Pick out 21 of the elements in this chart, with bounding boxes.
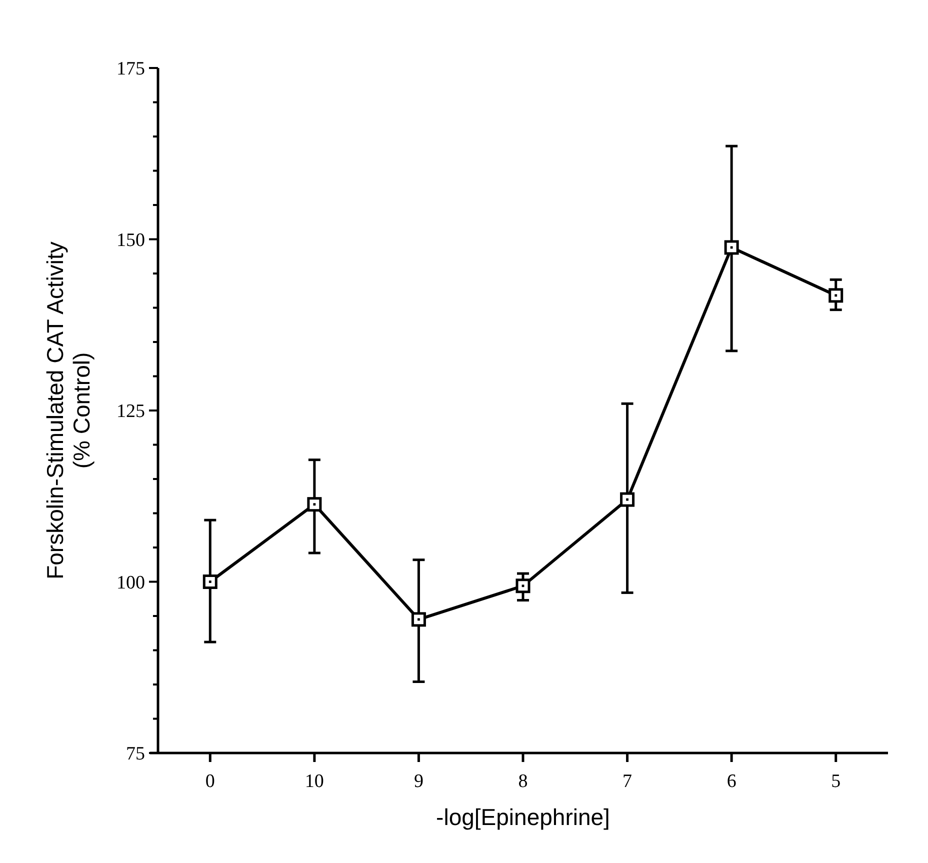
point — [202, 574, 218, 589]
point — [307, 497, 322, 512]
y-tick-label: 100 — [116, 572, 145, 594]
x-tick-label: 10 — [304, 771, 324, 792]
x-tick-label: 9 — [414, 771, 424, 792]
x-tick-label: 0 — [205, 771, 215, 792]
y-tick-label: 75 — [126, 744, 145, 765]
x-tick-label: 5 — [831, 771, 841, 792]
x-tick-label: 8 — [518, 771, 528, 792]
y-tick-label: 125 — [116, 401, 145, 422]
point — [411, 612, 426, 627]
point — [828, 288, 844, 303]
y-axis-title: Forskolin-Stimulated CAT Activity (% Control) — [42, 241, 94, 580]
point — [620, 492, 635, 507]
x-axis-title: -log[Epinephrine] — [436, 804, 610, 830]
point — [516, 578, 530, 594]
point — [724, 240, 739, 255]
x-tick-label: 6 — [726, 771, 736, 792]
x-tick-label: 7 — [622, 771, 632, 792]
y-tick-label: 150 — [116, 230, 145, 251]
y-tick-label: 175 — [116, 58, 145, 80]
